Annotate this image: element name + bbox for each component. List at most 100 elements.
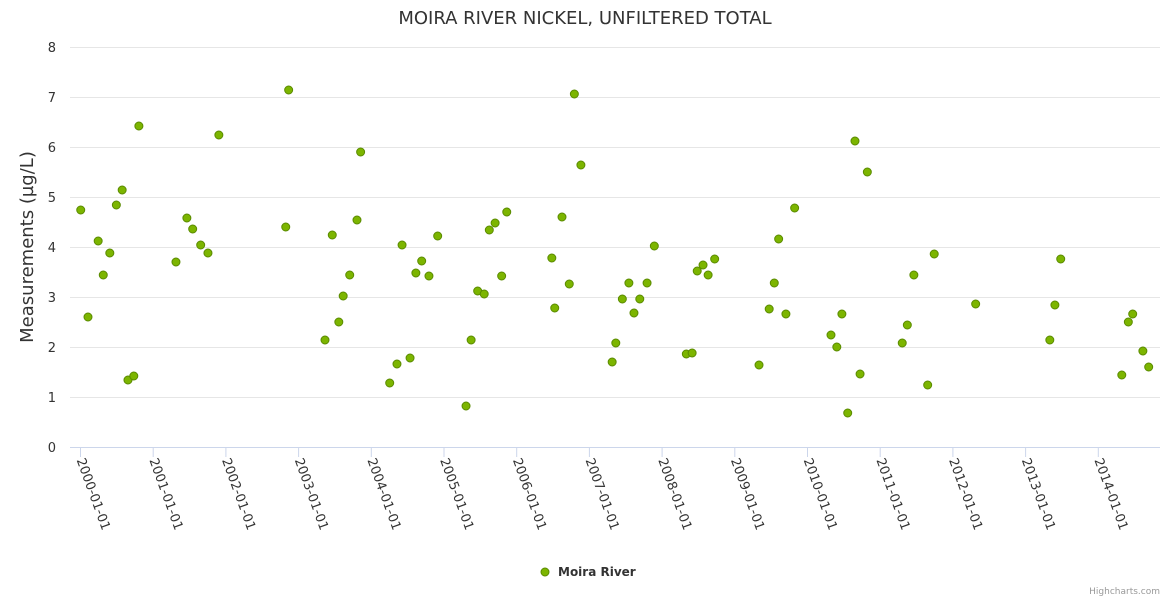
data-point[interactable] [424, 271, 434, 281]
data-point[interactable] [417, 256, 427, 266]
x-tick-label: 2001-01-01 [145, 456, 185, 532]
data-point[interactable] [698, 260, 708, 270]
data-point[interactable] [902, 320, 912, 330]
data-point[interactable] [129, 371, 139, 381]
data-point[interactable] [855, 369, 865, 379]
data-point[interactable] [897, 338, 907, 348]
data-point[interactable] [837, 309, 847, 319]
y-tick-label: 8 [48, 41, 56, 56]
data-point[interactable] [1128, 309, 1138, 319]
x-tick-label: 2008-01-01 [654, 456, 694, 532]
data-point[interactable] [687, 348, 697, 358]
data-point[interactable] [334, 317, 344, 327]
data-point[interactable] [93, 236, 103, 246]
legend-item-moira-river[interactable]: Moira River [540, 565, 636, 579]
x-tick-label: 2002-01-01 [218, 456, 258, 532]
data-point[interactable] [547, 253, 557, 263]
data-point[interactable] [105, 248, 115, 258]
data-point[interactable] [356, 147, 366, 157]
data-point[interactable] [826, 330, 836, 340]
data-point[interactable] [392, 359, 402, 369]
data-point[interactable] [466, 335, 476, 345]
data-point[interactable] [345, 270, 355, 280]
data-point[interactable] [576, 160, 586, 170]
data-points [76, 85, 1154, 418]
data-point[interactable] [203, 248, 213, 258]
data-point[interactable] [281, 222, 291, 232]
x-tick-label: 2013-01-01 [1018, 456, 1058, 532]
y-tick-label: 5 [48, 191, 56, 206]
data-point[interactable] [635, 294, 645, 304]
data-point[interactable] [923, 380, 933, 390]
data-point[interactable] [607, 357, 617, 367]
x-tick-label: 2003-01-01 [291, 456, 331, 532]
data-point[interactable] [411, 268, 421, 278]
data-point[interactable] [338, 291, 348, 301]
data-point[interactable] [397, 240, 407, 250]
data-point[interactable] [83, 312, 93, 322]
data-point[interactable] [433, 231, 443, 241]
data-point[interactable] [479, 289, 489, 299]
x-tick-label: 2014-01-01 [1091, 456, 1131, 532]
data-point[interactable] [502, 207, 512, 217]
data-point[interactable] [710, 254, 720, 264]
data-point[interactable] [850, 136, 860, 146]
data-point[interactable] [703, 270, 713, 280]
data-point[interactable] [1045, 335, 1055, 345]
data-point[interactable] [754, 360, 764, 370]
data-point[interactable] [909, 270, 919, 280]
data-point[interactable] [98, 270, 108, 280]
data-point[interactable] [188, 224, 198, 234]
data-point[interactable] [214, 130, 224, 140]
data-point[interactable] [649, 241, 659, 251]
data-point[interactable] [117, 185, 127, 195]
data-point[interactable] [1144, 362, 1154, 372]
y-tick-label: 3 [48, 291, 56, 306]
data-point[interactable] [385, 378, 395, 388]
data-point[interactable] [843, 408, 853, 418]
data-point[interactable] [929, 249, 939, 259]
data-point[interactable] [862, 167, 872, 177]
data-point[interactable] [642, 278, 652, 288]
data-point[interactable] [134, 121, 144, 131]
data-point[interactable] [769, 278, 779, 288]
data-point[interactable] [971, 299, 981, 309]
data-point[interactable] [196, 240, 206, 250]
data-point[interactable] [111, 200, 121, 210]
data-point[interactable] [617, 294, 627, 304]
data-point[interactable] [1138, 346, 1148, 356]
data-point[interactable] [1123, 317, 1133, 327]
data-point[interactable] [320, 335, 330, 345]
data-point[interactable] [461, 401, 471, 411]
data-point[interactable] [764, 304, 774, 314]
data-point[interactable] [692, 266, 702, 276]
data-point[interactable] [1117, 370, 1127, 380]
data-point[interactable] [832, 342, 842, 352]
data-point[interactable] [76, 205, 86, 215]
y-tick-label: 7 [48, 91, 56, 106]
data-point[interactable] [327, 230, 337, 240]
data-point[interactable] [557, 212, 567, 222]
data-point[interactable] [569, 89, 579, 99]
data-point[interactable] [611, 338, 621, 348]
data-point[interactable] [564, 279, 574, 289]
data-point[interactable] [284, 85, 294, 95]
data-point[interactable] [629, 308, 639, 318]
data-point[interactable] [1050, 300, 1060, 310]
data-point[interactable] [1056, 254, 1066, 264]
data-point[interactable] [352, 215, 362, 225]
data-point[interactable] [550, 303, 560, 313]
data-point[interactable] [171, 257, 181, 267]
data-point[interactable] [484, 225, 494, 235]
data-point[interactable] [182, 213, 192, 223]
data-point[interactable] [490, 218, 500, 228]
data-point[interactable] [790, 203, 800, 213]
x-tick-label: 2007-01-01 [582, 456, 622, 532]
data-point[interactable] [774, 234, 784, 244]
data-point[interactable] [781, 309, 791, 319]
data-point[interactable] [405, 353, 415, 363]
data-point[interactable] [624, 278, 634, 288]
credits-link[interactable]: Highcharts.com [1089, 587, 1160, 597]
data-point[interactable] [497, 271, 507, 281]
